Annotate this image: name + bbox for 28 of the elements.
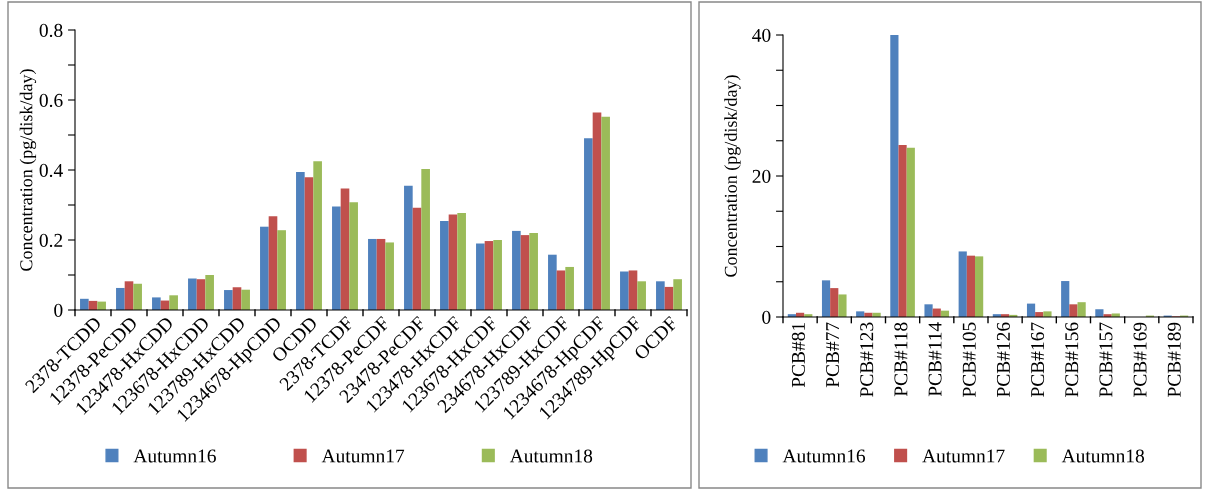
x-tick-label: PCB#167 bbox=[1031, 322, 1045, 397]
x-tick-label: PCB#114 bbox=[928, 322, 942, 397]
legend-label: Autumn16 bbox=[133, 449, 216, 463]
x-tick-label: PCB#77 bbox=[826, 322, 840, 388]
y-tick-label: 0.4 bbox=[39, 163, 63, 178]
y-tick-label: 0 bbox=[54, 303, 63, 317]
x-tick-label: PCB#81 bbox=[791, 323, 805, 388]
legend-label: Autumn16 bbox=[782, 449, 866, 463]
x-tick-label: PCB#126 bbox=[996, 322, 1010, 397]
y-axis-title: Concentration (pg/disk/day) bbox=[724, 75, 741, 277]
y-axis-title: Concentration (pg/disk/day) bbox=[19, 69, 37, 271]
x-tick-label: PCB#105 bbox=[962, 322, 976, 397]
x-tick-label: PCB#157 bbox=[1099, 322, 1113, 397]
y-tick-label: 20 bbox=[752, 169, 771, 183]
y-tick-label: 40 bbox=[752, 28, 771, 42]
y-tick-label: 0.6 bbox=[39, 93, 63, 108]
x-tick-label: PCB#156 bbox=[1065, 322, 1079, 397]
y-tick-label: 0.8 bbox=[39, 23, 63, 38]
x-tick-label: PCB#123 bbox=[860, 322, 874, 397]
x-tick-label: PCB#189 bbox=[1167, 322, 1181, 397]
legend-label: Autumn17 bbox=[321, 449, 405, 463]
y-tick-label: 0 bbox=[762, 310, 771, 324]
y-tick-label: 0.2 bbox=[39, 233, 63, 248]
x-tick-label: PCB#118 bbox=[894, 322, 908, 397]
legend-label: Autumn18 bbox=[1061, 449, 1145, 463]
legend-label: Autumn17 bbox=[922, 449, 1005, 463]
x-tick-label: PCB#169 bbox=[1133, 322, 1147, 397]
legend-label: Autumn18 bbox=[509, 449, 593, 463]
